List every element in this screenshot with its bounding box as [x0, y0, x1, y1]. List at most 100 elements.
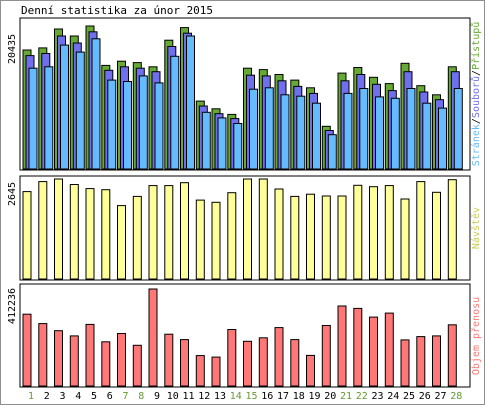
day-label: 1	[28, 391, 34, 402]
traffic-bar	[337, 305, 347, 387]
day-label: 5	[91, 391, 97, 402]
visits-bar	[369, 186, 378, 280]
day-label: 24	[387, 391, 399, 402]
traffic-bar	[306, 354, 315, 387]
day-label: 19	[308, 391, 320, 402]
pages-bar	[390, 97, 400, 170]
visits-bar	[180, 182, 189, 280]
chart-marks: 1 2 3 4 5 6 7 8 9 10 11 12 13 14 15 16 17 18 19 20 21 22 23 24 2…	[22, 25, 463, 402]
traffic-bar	[243, 340, 252, 387]
day-label: 15	[245, 391, 257, 402]
visits-max-label: 20435	[7, 34, 18, 64]
pages-bar	[60, 44, 69, 170]
traffic-bar	[164, 333, 174, 387]
traffic-bar	[400, 339, 410, 387]
day-label: 22	[356, 391, 368, 402]
visits-bar	[227, 192, 237, 280]
visits-bar	[211, 201, 221, 280]
visits-bar	[54, 178, 63, 280]
pages-bar	[280, 94, 290, 170]
pages-bar	[359, 88, 369, 170]
traffic-bar	[290, 339, 300, 387]
day-label: 2	[44, 391, 50, 402]
day-label: 28	[450, 391, 462, 402]
visits-bar	[243, 178, 252, 280]
traffic-bar	[384, 312, 394, 387]
pages-bar	[123, 81, 132, 170]
traffic-bar	[369, 316, 378, 387]
day-label: 12	[198, 391, 210, 402]
traffic-bar	[69, 335, 79, 387]
pages-bar	[264, 87, 274, 170]
visits-bar	[337, 195, 347, 280]
pages-bar	[312, 102, 321, 170]
traffic-bar	[22, 313, 32, 387]
day-label: 9	[154, 391, 160, 402]
pages-bar	[201, 111, 211, 170]
traffic-legend: Objem přenosu	[470, 297, 482, 375]
pages-bar	[438, 107, 447, 170]
traffic-bar	[416, 336, 426, 387]
traffic-bar	[148, 288, 158, 387]
pages-bar	[107, 79, 117, 170]
day-label: 23	[371, 391, 383, 402]
day-label: 13	[214, 391, 226, 402]
pages-bar	[375, 96, 384, 170]
day-label: 14	[230, 391, 242, 402]
traffic-bar	[432, 335, 441, 387]
day-label: 20	[324, 391, 336, 402]
visits-bar	[117, 205, 126, 280]
traffic-bar	[211, 356, 221, 387]
day-label: 10	[167, 391, 179, 402]
pages-bar	[406, 88, 416, 170]
visits-bar	[400, 198, 410, 280]
visits-bar	[69, 184, 79, 280]
pages-bar	[249, 88, 258, 170]
traffic-bar	[132, 344, 142, 387]
visits-bar	[432, 191, 441, 280]
pages-bar	[138, 75, 148, 170]
visits-bar	[164, 185, 174, 280]
legend-pages: Stránek	[470, 124, 482, 166]
traffic-bar	[321, 325, 331, 387]
day-label: 8	[138, 391, 144, 402]
chart-title: Denní statistika za únor 2015	[21, 4, 214, 17]
day-label: 17	[277, 391, 289, 402]
legend-sep-1: /	[471, 118, 482, 124]
visits-bar	[38, 181, 48, 280]
legend-sep-2: /	[471, 70, 482, 76]
traffic-bar	[117, 333, 126, 387]
visits-bar	[306, 193, 315, 280]
traffic-bar	[180, 339, 189, 387]
day-label: 6	[107, 391, 113, 402]
day-label: 25	[403, 391, 415, 402]
pages-bar	[296, 95, 306, 170]
day-label: 18	[293, 391, 305, 402]
traffic-bar	[227, 329, 237, 387]
visits-bar	[447, 179, 457, 280]
visitors-max-label: 2645	[7, 182, 18, 206]
pages-bar	[327, 134, 337, 170]
day-label: 16	[261, 391, 273, 402]
day-label: 27	[434, 391, 446, 402]
visits-bar	[274, 188, 284, 280]
traffic-bar	[447, 324, 457, 387]
pages-bar	[217, 117, 227, 170]
visits-bar	[416, 181, 426, 280]
pages-bar	[91, 38, 101, 170]
pages-bar	[154, 82, 164, 170]
pages-bar	[75, 51, 85, 170]
visits-bar	[258, 178, 268, 280]
legend-files: Souborů	[470, 76, 482, 118]
visits-bar	[85, 188, 95, 280]
traffic-bar	[101, 341, 111, 387]
visits-bar	[22, 191, 32, 280]
traffic-bar	[353, 307, 363, 387]
visitors-legend: Návštěv	[470, 207, 482, 249]
visits-bar	[195, 199, 205, 280]
traffic-bar	[85, 323, 95, 387]
visits-bar	[132, 195, 142, 280]
legend-hits: Přístupů	[470, 22, 482, 70]
visits-bar	[148, 185, 158, 280]
